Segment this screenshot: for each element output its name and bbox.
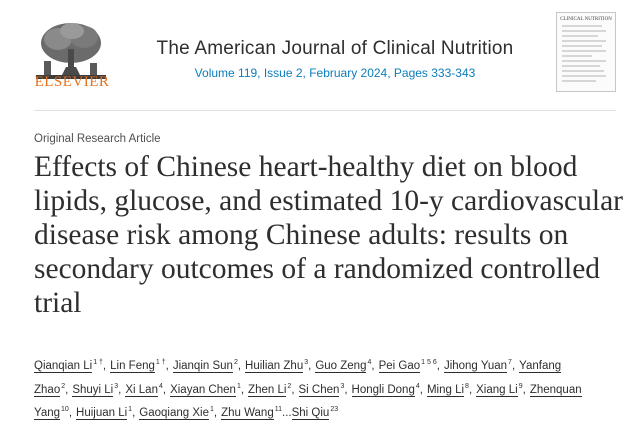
author-link[interactable]: Huijuan Li1: [76, 406, 133, 420]
author-name[interactable]: Xiang Li: [476, 383, 518, 397]
author-affiliation[interactable]: 1 †: [155, 359, 166, 366]
author-affiliation[interactable]: 1: [236, 382, 241, 390]
author-link[interactable]: Zhu Wang11: [221, 406, 283, 420]
author-name[interactable]: Huilian Zhu: [245, 360, 304, 373]
author-separator: ,: [468, 383, 473, 396]
author-link[interactable]: Ming Li8: [426, 382, 469, 397]
author-name[interactable]: Zhu Wang: [221, 407, 274, 420]
author-separator: ,: [118, 383, 122, 396]
author-link[interactable]: Hongli Dong4: [351, 382, 420, 397]
article-title: Effects of Chinese heart-healthy diet on…: [34, 151, 624, 319]
author-affiliation[interactable]: 3: [340, 382, 345, 390]
author-separator: ,: [102, 360, 107, 372]
author-separator: ,: [522, 383, 526, 396]
author-name[interactable]: Gaoqiang Xie: [139, 407, 209, 420]
author-name[interactable]: Jihong Yuan: [443, 360, 508, 373]
author-affiliation[interactable]: 3: [304, 359, 309, 366]
author-affiliation[interactable]: 4: [158, 382, 163, 390]
author-name[interactable]: Shi Qiu: [291, 407, 330, 420]
author-link[interactable]: Shi Qiu23: [291, 406, 339, 420]
author-separator: ,: [436, 360, 440, 372]
elsevier-tree-logo[interactable]: [32, 10, 110, 96]
journal-header: ELSEVIER The American Journal of Clinica…: [0, 0, 640, 110]
author-affiliation[interactable]: 9: [518, 382, 523, 390]
author-separator: ,: [419, 383, 423, 396]
article-type-label: Original Research Article: [34, 133, 161, 145]
journal-cover-thumbnail[interactable]: CLINICAL NUTRITION: [556, 12, 616, 92]
author-name[interactable]: Qianqian Li: [34, 360, 93, 373]
header-divider: [34, 110, 616, 111]
author-separator: ,: [308, 360, 312, 372]
author-separator: ,: [344, 383, 348, 396]
author-affiliation[interactable]: 11: [274, 406, 283, 413]
author-separator: ,: [165, 360, 169, 372]
author-affiliation[interactable]: 7: [508, 359, 512, 366]
author-link[interactable]: Zhen Li2: [248, 382, 292, 397]
author-separator: ,: [371, 360, 375, 372]
journal-volume-link[interactable]: Volume 119, Issue 2, February 2024, Page…: [194, 66, 476, 80]
journal-title-link[interactable]: The American Journal of Clinical Nutriti…: [156, 38, 514, 59]
author-affiliation[interactable]: 3: [114, 382, 119, 390]
author-affiliation[interactable]: 2: [61, 382, 66, 390]
author-name[interactable]: Xi Lan: [125, 383, 158, 397]
author-affiliation[interactable]: 1: [209, 406, 214, 413]
author-separator: ,: [237, 360, 242, 372]
author-separator: ,: [162, 383, 167, 396]
author-link[interactable]: Xiang Li9: [476, 382, 523, 397]
author-list: Qianqian Li1 †, Lin Feng1 †, Jianqin Sun2,…: [34, 353, 619, 424]
author-affiliation[interactable]: 10: [61, 406, 69, 413]
author-name[interactable]: Huijuan Li: [76, 407, 128, 420]
author-affiliation[interactable]: 4: [415, 382, 420, 390]
author-link[interactable]: Yanfang Zhao2: [34, 360, 562, 397]
author-name[interactable]: Lin Feng: [110, 360, 155, 373]
author-name[interactable]: Hongli Dong: [351, 383, 415, 397]
author-name[interactable]: Si Chen: [298, 383, 340, 397]
author-link[interactable]: Zhenquan Yang10: [34, 383, 582, 420]
author-separator: ,: [291, 383, 295, 396]
author-affiliation[interactable]: 4: [367, 359, 372, 366]
author-link[interactable]: Xiayan Chen1: [170, 382, 241, 397]
cover-title: CLINICAL NUTRITION: [560, 17, 612, 22]
author-name[interactable]: Zhen Li: [248, 383, 287, 397]
author-link[interactable]: Pei Gao1 5 6: [378, 359, 437, 373]
author-name[interactable]: Ming Li: [426, 383, 465, 397]
author-affiliation[interactable]: 2: [233, 359, 238, 366]
author-separator: ,: [132, 407, 136, 419]
author-affiliation[interactable]: 2: [287, 382, 292, 390]
author-affiliation[interactable]: 8: [465, 382, 469, 390]
author-link[interactable]: Qianqian Li1 †: [34, 359, 103, 373]
authors-ellipsis: ...: [282, 407, 292, 419]
author-name[interactable]: Pei Gao: [378, 360, 421, 373]
author-link[interactable]: Jihong Yuan7: [443, 359, 512, 373]
author-separator: ,: [68, 407, 73, 419]
author-link[interactable]: Huilian Zhu3: [245, 359, 309, 373]
author-affiliation[interactable]: 1 5 6: [421, 359, 437, 366]
author-name[interactable]: Shuyi Li: [72, 383, 114, 397]
author-affiliation[interactable]: 23: [330, 406, 339, 413]
author-name[interactable]: Guo Zeng: [315, 360, 367, 373]
author-link[interactable]: Guo Zeng4: [315, 359, 372, 373]
author-link[interactable]: Si Chen3: [298, 382, 345, 397]
author-name[interactable]: Jianqin Sun: [172, 360, 233, 373]
publisher-wordmark[interactable]: ELSEVIER: [34, 74, 110, 90]
author-separator: ,: [240, 383, 245, 396]
author-separator: ,: [511, 360, 516, 372]
author-link[interactable]: Gaoqiang Xie1: [139, 406, 214, 420]
author-link[interactable]: Xi Lan4: [125, 382, 163, 397]
author-name[interactable]: Xiayan Chen: [170, 383, 236, 397]
author-separator: ,: [65, 383, 69, 396]
author-affiliation[interactable]: 1: [128, 406, 133, 413]
author-link[interactable]: Shuyi Li3: [72, 382, 119, 397]
author-separator: ,: [213, 407, 218, 419]
author-link[interactable]: Jianqin Sun2: [172, 359, 238, 373]
author-affiliation[interactable]: 1 †: [93, 359, 103, 366]
author-link[interactable]: Lin Feng1 †: [110, 359, 166, 373]
author-name[interactable]: Yanfang Zhao: [34, 360, 562, 397]
author-name[interactable]: Zhenquan Yang: [34, 383, 582, 420]
